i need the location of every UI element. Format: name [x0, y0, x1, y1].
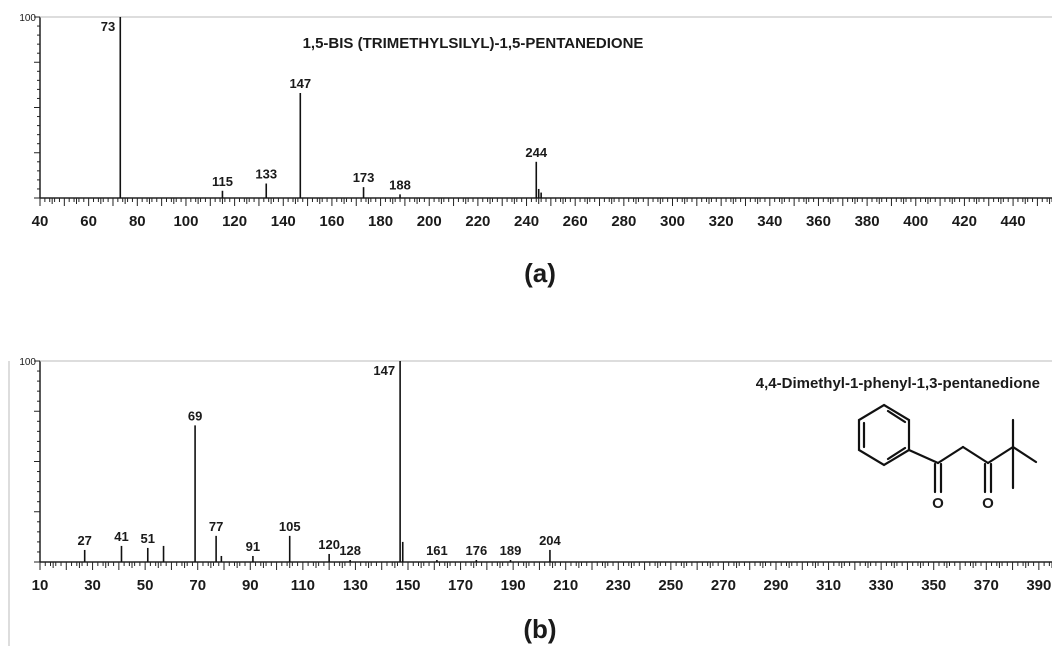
oxygen-label: O: [982, 495, 994, 512]
x-tick-label: 130: [343, 577, 368, 594]
x-tick-label: 380: [855, 213, 880, 230]
x-tick-label: 110: [291, 577, 315, 594]
peak-label: 77: [209, 519, 223, 534]
x-tick-label: 290: [763, 577, 788, 594]
x-tick-label: 440: [1001, 213, 1026, 230]
peak-label: 173: [353, 170, 375, 185]
x-tick-label: 190: [501, 577, 526, 594]
x-tick-label: 70: [189, 577, 206, 594]
x-tick-label: 310: [816, 577, 841, 594]
x-tick-label: 260: [563, 213, 588, 230]
peak-label: 105: [279, 519, 301, 534]
x-tick-label: 50: [137, 577, 154, 594]
x-tick-label: 170: [448, 577, 473, 594]
peak-label: 188: [389, 177, 411, 192]
x-tick-label: 180: [368, 213, 393, 230]
x-tick-label: 210: [553, 577, 578, 594]
x-tick-label: 330: [869, 577, 894, 594]
bond: [907, 448, 940, 465]
peak-label: 115: [212, 174, 233, 189]
molecular-structure: [857, 403, 1038, 494]
x-tick-label: 100: [173, 213, 198, 230]
peak-label: 147: [373, 363, 395, 378]
x-tick-label: 280: [611, 213, 636, 230]
bond: [936, 445, 965, 465]
x-tick-label: 160: [319, 213, 344, 230]
x-tick-label: 390: [1026, 577, 1051, 594]
x-tick-label: 140: [271, 213, 296, 230]
x-tick-label: 250: [658, 577, 683, 594]
x-tick-label: 300: [660, 213, 685, 230]
peak-label: 120: [318, 537, 340, 552]
chart-title: 1,5-BIS (TRIMETHYLSILYL)-1,5-PENTANEDION…: [303, 35, 644, 52]
peak-label: 244: [525, 145, 547, 160]
peak-label: 189: [500, 543, 522, 558]
bond: [961, 445, 990, 465]
chart-title: 4,4-Dimethyl-1-phenyl-1,3-pentanedione: [756, 375, 1040, 392]
x-tick-label: 200: [417, 213, 442, 230]
x-tick-label: 360: [806, 213, 831, 230]
bond: [1011, 445, 1038, 464]
x-tick-label: 240: [514, 213, 539, 230]
x-tick-label: 270: [711, 577, 736, 594]
x-tick-label: 220: [465, 213, 490, 230]
oxygen-label: O: [932, 495, 944, 512]
peak-label: 133: [255, 167, 277, 182]
y-top-label: 100: [19, 357, 36, 368]
x-tick-label: 230: [606, 577, 631, 594]
peak-label: 176: [465, 543, 487, 558]
peak-label: 51: [141, 531, 155, 546]
x-tick-label: 60: [80, 213, 97, 230]
peak-label: 204: [539, 533, 561, 548]
peak-label: 128: [339, 543, 361, 558]
x-tick-label: 370: [974, 577, 999, 594]
peak-label: 161: [426, 543, 448, 558]
x-tick-label: 340: [757, 213, 782, 230]
peak-label: 27: [77, 533, 91, 548]
peak-label: 91: [246, 539, 260, 554]
bond: [986, 445, 1015, 465]
peak-label: 147: [289, 76, 311, 91]
peak-label: 41: [114, 529, 128, 544]
x-tick-label: 90: [242, 577, 259, 594]
x-tick-label: 30: [84, 577, 101, 594]
spectrum-panel-a: 100 1,5-BIS (TRIMETHYLSILYL)-1,5-PENTANE…: [19, 13, 1052, 288]
x-tick-label: 400: [903, 213, 928, 230]
x-tick-label: 150: [395, 577, 420, 594]
x-tick-label: 420: [952, 213, 977, 230]
spectrum-panel-b: 100 4,4-Dimethyl-1-phenyl-1,3-pentanedio…: [8, 357, 1052, 646]
x-tick-label: 320: [709, 213, 734, 230]
x-tick-label: 40: [32, 213, 49, 230]
peak-label: 73: [101, 19, 115, 34]
x-tick-label: 80: [129, 213, 146, 230]
x-tick-label: 10: [32, 577, 49, 594]
y-top-label: 100: [19, 13, 36, 24]
benzene-ring: [857, 403, 911, 467]
x-tick-label: 350: [921, 577, 946, 594]
peak-label: 69: [188, 408, 202, 423]
panel-label: (b): [523, 614, 556, 644]
panel-label: (a): [524, 258, 556, 288]
x-tick-label: 120: [222, 213, 247, 230]
